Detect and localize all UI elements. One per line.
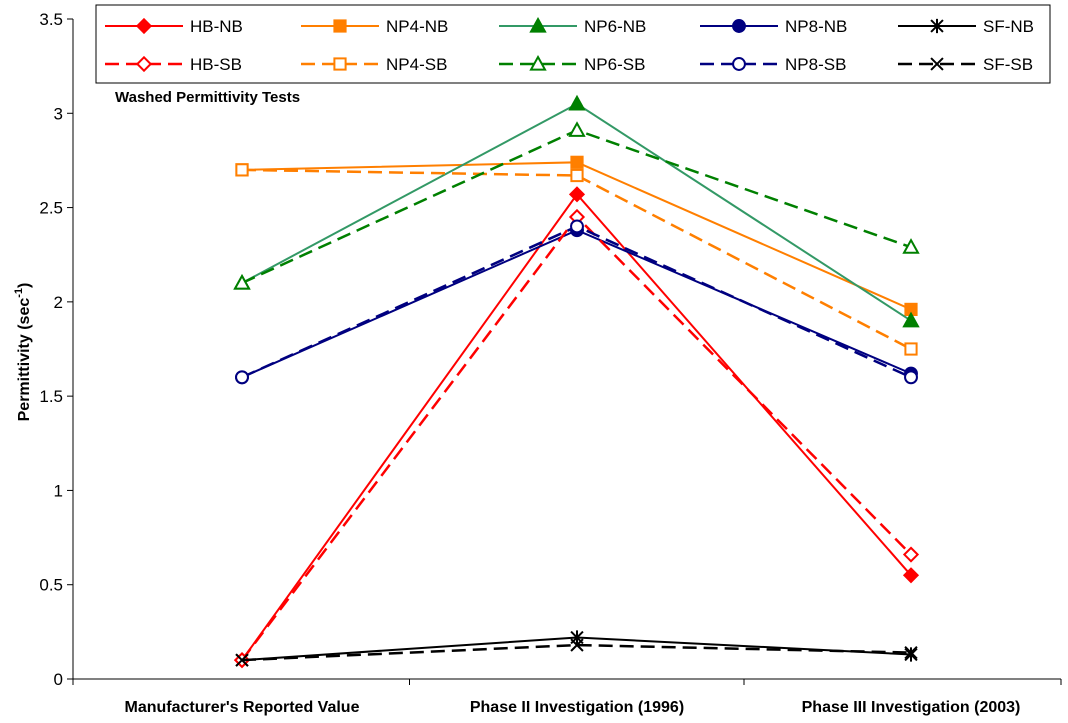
series-line xyxy=(241,643,912,662)
y-tick-label: 3.5 xyxy=(39,10,63,29)
data-point xyxy=(568,121,586,137)
y-axis-title-sup: -1 xyxy=(13,288,25,298)
series-line xyxy=(241,215,912,661)
y-tick-label: 1.5 xyxy=(39,387,63,406)
legend-box xyxy=(95,4,1051,84)
x-category-label: Manufacturer's Reported Value xyxy=(125,699,360,716)
data-point xyxy=(235,653,249,667)
data-point xyxy=(235,163,249,177)
legend-item-HB-NB: HB-NB xyxy=(105,17,243,36)
legend-item-NP4-NB: NP4-NB xyxy=(301,17,448,36)
data-point xyxy=(904,647,918,662)
legend-item-HB-SB: HB-SB xyxy=(105,55,242,74)
legend-marker xyxy=(930,57,944,71)
data-point xyxy=(902,567,920,584)
data-point xyxy=(902,311,920,328)
legend-label: NP8-NB xyxy=(785,17,847,36)
data-point xyxy=(235,370,249,385)
legend-item-NP4-SB: NP4-SB xyxy=(301,55,447,74)
data-point xyxy=(570,168,584,183)
legend-marker xyxy=(529,16,547,33)
y-tick-label: 0 xyxy=(54,670,63,689)
series-line xyxy=(241,128,912,285)
x-category-label: Phase III Investigation (2003) xyxy=(802,699,1021,716)
data-point xyxy=(902,238,920,254)
legend-marker xyxy=(135,55,153,73)
data-point xyxy=(904,370,918,385)
legend-item-NP8-SB: NP8-SB xyxy=(700,55,846,74)
legend-marker xyxy=(333,57,347,71)
y-axis-title: Permittivity (sec-1) xyxy=(13,283,33,422)
legend-label: SF-NB xyxy=(983,17,1034,36)
y-tick-label: 2 xyxy=(54,293,63,312)
legend-item-NP6-NB: NP6-NB xyxy=(499,16,646,36)
data-point xyxy=(233,273,251,290)
y-tick-label: 0.5 xyxy=(39,576,63,595)
legend: HB-NB NP4-NB NP6-NB NP8-NB SF-NB HB-SB NP4-SB N… xyxy=(95,4,1051,84)
legend-marker xyxy=(333,19,347,33)
svg-text:Permittivity (sec-1): Permittivity (sec-1) xyxy=(13,283,33,422)
legend-label: HB-NB xyxy=(190,17,243,36)
legend-label: HB-SB xyxy=(190,55,242,74)
series-line xyxy=(241,229,912,379)
data-point xyxy=(902,546,920,563)
data-point xyxy=(568,94,586,111)
y-tick-label: 1 xyxy=(54,481,63,500)
series-NP6-SB xyxy=(233,121,920,290)
legend-marker xyxy=(930,18,944,34)
y-tick-label: 2.5 xyxy=(39,199,63,218)
y-axis-title-suffix: ) xyxy=(16,283,33,288)
data-point xyxy=(570,155,584,169)
legend-label: NP8-SB xyxy=(785,55,846,74)
legend-item-NP6-SB: NP6-SB xyxy=(499,54,645,74)
legend-label: NP4-NB xyxy=(386,17,448,36)
legend-marker xyxy=(529,54,547,71)
series-layer xyxy=(233,94,920,669)
data-point xyxy=(904,342,918,356)
series-line xyxy=(241,168,912,351)
legend-marker xyxy=(732,57,746,71)
series-SF-NB xyxy=(235,630,918,668)
series-NP4-SB xyxy=(235,163,918,356)
y-tick-label: 3 xyxy=(54,104,63,123)
legend-marker xyxy=(732,19,746,33)
legend-label: NP6-SB xyxy=(584,55,645,74)
legend-item-SF-NB: SF-NB xyxy=(898,17,1034,36)
legend-marker xyxy=(135,17,153,35)
series-NP8-SB xyxy=(235,219,918,385)
data-point xyxy=(904,645,918,660)
legend-item-NP8-NB: NP8-NB xyxy=(700,17,847,36)
x-category-label: Phase II Investigation (1996) xyxy=(470,699,684,716)
legend-label: NP6-NB xyxy=(584,17,646,36)
axes: 0 0.5 1 1.5 2 2.5 3 3.5 Manufacturer's Reported … xyxy=(39,10,1062,716)
data-point xyxy=(568,186,586,203)
legend-label: SF-SB xyxy=(983,55,1033,74)
series-SF-SB xyxy=(235,638,918,667)
legend-label: NP4-SB xyxy=(386,55,447,74)
chart-annotation: Washed Permittivity Tests xyxy=(115,89,300,106)
series-NP8-NB xyxy=(235,223,918,385)
series-line xyxy=(241,225,912,379)
y-axis-title-text: Permittivity (sec xyxy=(16,298,33,422)
series-HB-SB xyxy=(233,208,920,669)
legend-item-SF-SB: SF-SB xyxy=(898,55,1033,74)
data-point xyxy=(570,219,584,234)
data-point xyxy=(570,638,584,652)
